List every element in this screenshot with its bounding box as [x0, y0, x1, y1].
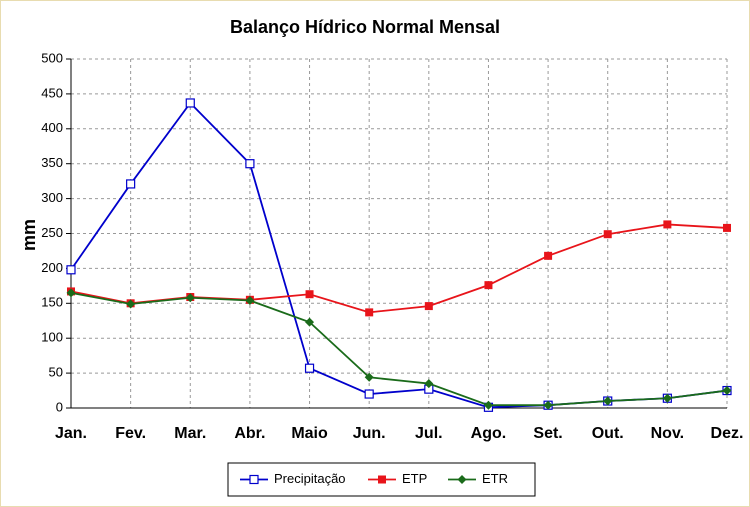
- marker: [723, 223, 731, 232]
- y-tick-label: 0: [56, 399, 63, 414]
- marker: [364, 389, 374, 399]
- marker: [66, 265, 76, 275]
- x-tick-label: Maio: [291, 425, 328, 442]
- y-tick-label: 450: [41, 85, 63, 100]
- legend-marker: [378, 475, 386, 484]
- marker: [364, 372, 374, 382]
- x-tick-label: Out.: [592, 425, 624, 442]
- marker: [126, 299, 136, 309]
- y-tick-label: 400: [41, 120, 63, 135]
- x-tick-label: Ago.: [471, 425, 507, 442]
- marker: [424, 379, 434, 389]
- legend-label: Precipitação: [274, 471, 346, 486]
- y-tick-label: 250: [41, 225, 63, 240]
- legend-label: ETP: [402, 471, 427, 486]
- x-tick-label: Set.: [533, 425, 562, 442]
- y-tick-label: 300: [41, 190, 63, 205]
- marker: [662, 393, 672, 403]
- chart-title: Balanço Hídrico Normal Mensal: [230, 17, 500, 37]
- x-tick-label: Mar.: [174, 425, 206, 442]
- marker: [305, 317, 315, 327]
- marker: [66, 288, 76, 298]
- y-tick-label: 150: [41, 295, 63, 310]
- marker: [185, 293, 195, 303]
- y-tick-label: 50: [49, 365, 63, 380]
- marker: [484, 281, 493, 290]
- marker: [365, 308, 374, 317]
- marker: [304, 363, 315, 373]
- marker: [722, 386, 732, 396]
- marker: [305, 290, 314, 299]
- x-tick-label: Fev.: [115, 425, 146, 442]
- marker: [245, 296, 255, 306]
- x-tick-label: Dez.: [711, 425, 744, 442]
- marker: [126, 179, 136, 189]
- marker: [603, 396, 613, 406]
- x-tick-label: Nov.: [651, 425, 684, 442]
- marker: [663, 220, 672, 229]
- marker: [185, 98, 195, 108]
- marker: [543, 400, 553, 410]
- y-tick-label: 500: [41, 50, 63, 65]
- x-tick-label: Jun.: [353, 425, 386, 442]
- legend-label: ETR: [482, 471, 508, 486]
- marker: [603, 230, 612, 239]
- marker: [483, 400, 493, 410]
- legend-marker: [457, 475, 467, 484]
- x-tick-label: Jan.: [55, 425, 87, 442]
- series-line: [70, 291, 728, 407]
- y-tick-label: 200: [41, 260, 63, 275]
- x-tick-label: Jul.: [415, 425, 443, 442]
- y-axis-label: mm: [19, 219, 39, 251]
- legend-marker: [249, 474, 259, 485]
- x-tick-label: Abr.: [234, 425, 265, 442]
- marker: [245, 159, 255, 169]
- y-tick-label: 350: [41, 155, 63, 170]
- marker: [424, 302, 433, 311]
- marker: [544, 251, 553, 260]
- y-tick-label: 100: [41, 330, 63, 345]
